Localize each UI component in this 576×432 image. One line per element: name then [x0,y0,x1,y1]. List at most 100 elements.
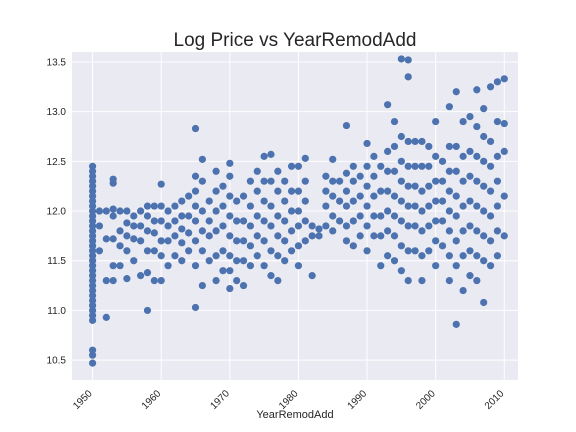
data-point [466,272,474,280]
data-point [452,237,460,245]
data-point [260,197,268,205]
data-point [486,162,495,170]
data-point [500,147,508,155]
data-point [370,212,378,220]
data-point [404,202,412,210]
data-point [109,212,117,220]
data-point [390,212,399,220]
data-point [411,202,419,210]
data-point [397,197,405,205]
data-point [308,222,316,230]
data-point [130,222,138,230]
data-point [157,217,165,225]
data-point [88,257,97,265]
data-point [171,217,179,225]
data-point [363,162,371,170]
data-point [452,262,460,270]
data-point [404,247,412,255]
data-point [329,192,337,200]
data-point [88,197,97,205]
data-point [150,277,158,285]
data-point [191,202,200,210]
data-point [500,75,508,83]
data-point [329,177,337,185]
data-point [88,177,97,185]
data-point [322,222,330,230]
data-point [390,117,399,126]
data-point [349,177,357,185]
data-point [459,152,467,160]
data-point [143,212,152,220]
data-point [143,227,152,235]
data-point [185,229,193,237]
data-points [88,55,508,367]
data-point [116,262,124,270]
data-point [425,202,433,210]
data-point [88,351,97,359]
data-point [377,187,385,195]
data-point [88,167,97,175]
data-point [480,132,488,141]
data-point [294,187,303,195]
x-tick-label: 1960 [140,388,164,412]
data-point [342,169,351,177]
data-point [425,182,433,190]
data-point [88,192,97,200]
data-point [493,177,502,185]
data-point [267,247,275,255]
data-point [253,167,261,175]
data-point [322,172,330,180]
data-point [260,217,268,225]
data-point [123,275,131,283]
data-point [88,232,97,240]
data-point [384,207,392,215]
data-point [452,88,460,96]
data-point [88,262,97,270]
data-point [294,207,303,215]
data-point [191,303,200,312]
data-point [473,227,481,235]
data-point [480,232,488,240]
data-point [212,187,220,195]
data-point [150,202,158,210]
data-point [198,281,206,290]
data-point [486,212,495,220]
data-point [281,237,289,245]
data-point [233,237,241,245]
data-point [164,207,172,215]
data-point [88,296,97,305]
data-point [438,197,447,205]
data-point [363,202,371,210]
data-point [233,257,241,265]
data-point [493,227,502,235]
data-point [212,207,220,215]
data-point [390,232,399,240]
data-point [143,247,152,255]
data-point [486,187,495,195]
data-point [336,217,344,225]
data-point [212,252,220,260]
data-point [212,227,220,235]
data-point [88,227,97,235]
data-point [239,192,248,200]
data-point [418,277,426,285]
data-point [95,222,104,230]
data-point [404,162,412,170]
data-point [493,78,502,86]
data-point [219,267,227,275]
data-point [397,157,405,165]
data-point [349,162,357,170]
data-point [219,202,227,210]
data-point [315,225,323,233]
data-point [178,257,186,265]
data-point [480,257,488,265]
data-point [370,192,378,200]
data-point [480,182,488,190]
data-point [246,222,254,230]
data-point [95,247,104,255]
data-point [205,217,213,225]
data-point [404,222,412,230]
data-point [226,267,234,275]
data-point [342,237,351,245]
data-point [445,277,453,285]
